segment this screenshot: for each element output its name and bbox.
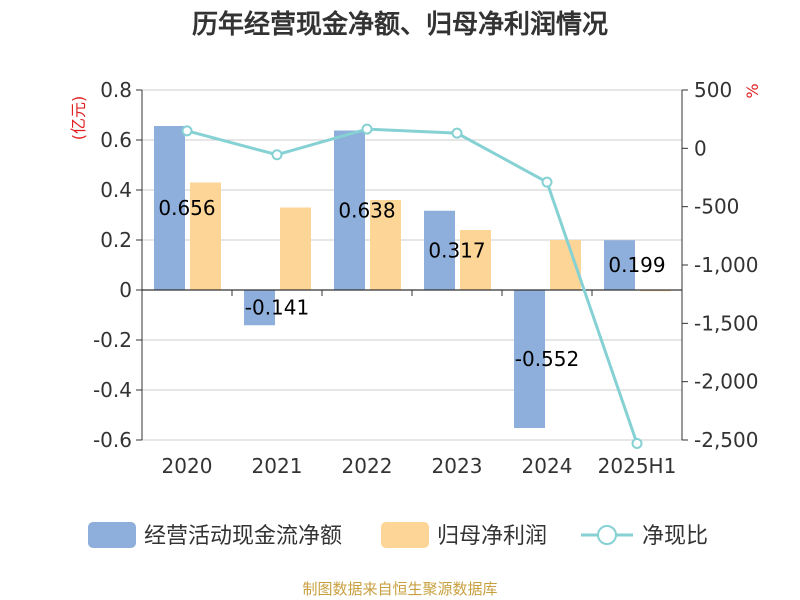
ratio-point xyxy=(271,149,283,161)
left-tick-label: 0.2 xyxy=(100,228,132,252)
ratio-point xyxy=(361,123,373,135)
left-tick-label: -0.6 xyxy=(93,428,132,452)
right-tick-label: -2,000 xyxy=(694,370,758,394)
right-tick-label: -1,500 xyxy=(694,311,758,335)
data-label: -0.552 xyxy=(515,347,579,371)
bar-cashflow xyxy=(154,126,185,290)
category-label: 2021 xyxy=(252,454,303,478)
bar-netprofit xyxy=(460,230,491,290)
category-label: 2024 xyxy=(522,454,573,478)
category-label: 2025H1 xyxy=(598,454,677,478)
legend-label: 净现比 xyxy=(642,524,708,549)
ratio-line xyxy=(181,123,643,449)
legend-label: 经营活动现金流净额 xyxy=(144,524,342,549)
right-tick-label: -2,500 xyxy=(694,428,758,452)
right-axis-unit: % xyxy=(743,83,762,98)
category-label: 2022 xyxy=(342,454,393,478)
bar-cashflow xyxy=(604,240,635,290)
data-label: 0.656 xyxy=(158,196,215,220)
data-label: 0.638 xyxy=(338,198,395,222)
axes: 0.8 0.6 0.4 0.2 0 -0.2 -0.4 -0.6 500 0 -500 -1,000 -… xyxy=(93,78,759,478)
ratio-point xyxy=(631,438,643,449)
chart-title: 历年经营现金净额、归母净利润情况 xyxy=(192,9,608,40)
legend-swatch-netprofit xyxy=(381,522,429,548)
data-labels: 0.656 -0.141 0.638 0.317 -0.552 0.199 xyxy=(158,196,665,371)
bar-cashflow xyxy=(514,290,545,428)
ratio-line-path xyxy=(186,127,639,444)
data-label: 0.317 xyxy=(428,238,485,262)
bars xyxy=(154,126,671,428)
left-tick-label: 0.6 xyxy=(100,128,132,152)
category-label: 2023 xyxy=(432,454,483,478)
left-tick-label: 0 xyxy=(119,278,132,302)
left-tick-label: -0.2 xyxy=(93,328,132,352)
grid xyxy=(142,89,682,441)
legend-marker-ratio xyxy=(597,525,617,545)
bar-netprofit xyxy=(640,290,671,292)
right-tick-label: -500 xyxy=(694,195,739,219)
bar-cashflow xyxy=(424,210,455,290)
data-label: -0.141 xyxy=(245,296,309,320)
bar-cashflow xyxy=(244,290,275,326)
right-tick-label: 500 xyxy=(694,78,732,102)
ratio-point xyxy=(181,125,193,137)
legend: 经营活动现金流净额 归母净利润 净现比 xyxy=(88,522,708,549)
ratio-point xyxy=(451,127,463,139)
left-tick-label: 0.8 xyxy=(100,78,132,102)
data-label: 0.199 xyxy=(608,253,665,277)
category-label: 2020 xyxy=(162,454,213,478)
bar-netprofit xyxy=(370,200,401,290)
legend-label: 归母净利润 xyxy=(437,524,547,549)
left-tick-label: -0.4 xyxy=(93,378,132,402)
legend-swatch-cashflow xyxy=(88,522,136,548)
left-tick-label: 0.4 xyxy=(100,178,132,202)
bar-cashflow xyxy=(334,130,365,290)
right-tick-label: -1,000 xyxy=(694,253,758,277)
source-note: 制图数据来自恒生聚源数据库 xyxy=(302,580,497,598)
ratio-point xyxy=(541,176,553,188)
bar-netprofit xyxy=(280,207,311,290)
right-tick-label: 0 xyxy=(694,136,707,160)
bar-netprofit xyxy=(190,182,221,290)
left-axis-unit: (亿元) xyxy=(69,96,88,141)
